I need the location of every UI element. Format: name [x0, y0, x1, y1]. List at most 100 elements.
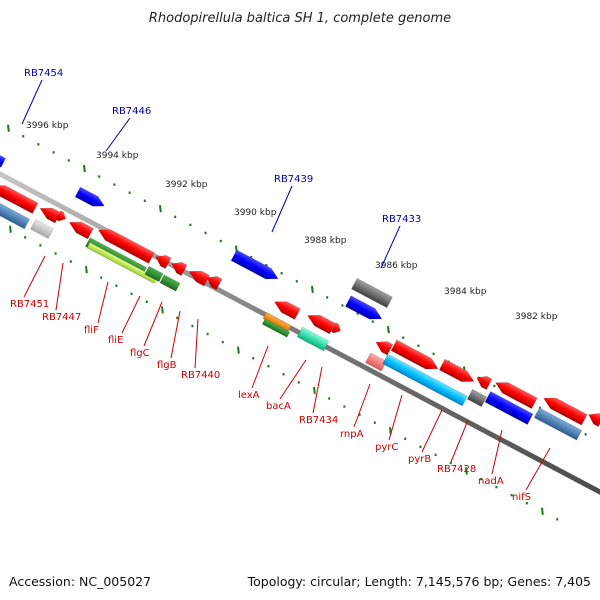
tick-mark — [161, 306, 164, 314]
leader-line — [105, 117, 131, 152]
gene-arrow-reverse — [390, 339, 439, 370]
gene-arrow-reverse — [0, 185, 39, 214]
reverse-gene-label: fliE — [108, 335, 123, 346]
gene-arrow-reverse — [188, 270, 210, 287]
gene-block-baca — [296, 326, 330, 352]
gene-block-nada — [533, 407, 583, 441]
reverse-gene-label: RB7428 — [437, 464, 476, 475]
reverse-gene-label: rnpA — [340, 429, 364, 440]
leader-line — [23, 255, 46, 298]
gene-block-rb7433 — [351, 277, 393, 309]
forward-gene-label: RB7439 — [274, 174, 313, 185]
gene-block-lexa — [261, 318, 291, 338]
leader-line — [279, 359, 307, 400]
tick-layer: 3996 kbp 3994 kbp 3992 kbp 3990 kbp 3988 kbp… — [7, 121, 587, 521]
tick-mark — [85, 265, 88, 274]
gene-arrow-reverse — [543, 397, 588, 426]
tick-mark — [311, 285, 314, 293]
leader-line — [251, 345, 269, 389]
leader-line — [143, 301, 163, 347]
gene-block-pyrb — [467, 389, 487, 407]
label-layer: RB7454 RB7446 RB7439 RB7433 RB7451 RB7447fliF… — [10, 68, 551, 503]
accession-text: Accession: NC_005027 — [9, 574, 152, 589]
reverse-gene-label: flgB — [157, 360, 177, 371]
gene-block-rb7451 — [0, 202, 30, 230]
gene-block-rb7447 — [30, 219, 54, 239]
reverse-gene-label: nifS — [512, 492, 531, 503]
tick-label: 3992 kbp — [165, 180, 208, 190]
tick-mark — [387, 326, 390, 334]
gene-arrow-reverse — [375, 341, 394, 356]
inner-tick-row — [9, 225, 559, 521]
tick-label: 3990 kbp — [234, 208, 277, 218]
gene-arrow-reverse — [588, 413, 600, 427]
leader-line — [312, 366, 323, 414]
leader-line — [421, 409, 443, 453]
leader-line — [121, 295, 141, 334]
tick-label: 3984 kbp — [444, 287, 487, 297]
tick-label: 3988 kbp — [304, 236, 347, 246]
genome-summary-text: Topology: circular; Length: 7,145,576 bp… — [247, 574, 591, 589]
forward-gene-label: RB7433 — [382, 214, 421, 225]
leader-line — [525, 447, 551, 491]
leader-line — [450, 419, 469, 463]
reverse-gene-label: nadA — [478, 476, 504, 487]
reverse-gene-label: flgC — [130, 348, 150, 359]
tick-mark — [83, 164, 86, 173]
leader-line — [21, 79, 43, 125]
reverse-gene-label: pyrC — [375, 442, 398, 453]
outer-tick-row — [7, 124, 587, 436]
tick-mark — [7, 124, 10, 132]
reverse-gene-label: RB7434 — [299, 415, 338, 426]
gene-arrow-reverse — [307, 314, 336, 335]
leader-line — [353, 383, 371, 428]
gene-arrow-rb7446 — [74, 186, 105, 207]
gene-block-flie — [86, 242, 158, 284]
gene-arrow-reverse — [495, 382, 538, 409]
tick-label: 3986 kbp — [375, 261, 418, 271]
leader-line — [380, 225, 401, 269]
leader-line — [55, 262, 64, 311]
gene-block-rb7428 — [484, 391, 534, 425]
feature-layer — [0, 152, 600, 441]
reverse-gene-label: bacA — [266, 401, 291, 412]
gene-arrow-reverse — [68, 221, 94, 240]
gene-arrow-small — [330, 322, 341, 334]
gene-arrow-reverse — [39, 207, 61, 224]
reverse-gene-label: fliF — [84, 325, 99, 336]
gene-arrow-small — [55, 210, 66, 222]
gene-block-rnpa — [365, 352, 387, 372]
forward-gene-label: RB7454 — [24, 68, 63, 79]
gene-block-flgb — [159, 274, 181, 292]
leader-line — [388, 394, 403, 441]
tick-label: 3982 kbp — [515, 312, 558, 322]
gene-arrow-reverse — [438, 358, 475, 382]
forward-gene-label: RB7446 — [112, 106, 151, 117]
tick-mark — [313, 386, 316, 395]
gene-arrow-reverse — [171, 262, 188, 276]
leader-line — [271, 185, 293, 233]
gene-block-flgc — [144, 265, 164, 283]
reverse-gene-label: pyrB — [408, 454, 431, 465]
tick-mark — [159, 205, 162, 213]
map-title: Rhodopirellula baltica SH 1, complete ge… — [149, 11, 451, 26]
leader-line — [170, 310, 181, 359]
tick-label: 3994 kbp — [96, 151, 139, 161]
tick-label: 3996 kbp — [26, 121, 69, 131]
leader-line — [194, 318, 199, 369]
gene-block-pyrc — [382, 353, 468, 407]
tick-mark — [465, 467, 468, 475]
leader-line — [97, 281, 109, 324]
gene-arrow-reverse — [274, 301, 301, 320]
gene-block-blue — [0, 152, 6, 168]
tick-mark — [541, 507, 544, 515]
gene-arrow-rb7439 — [230, 249, 279, 280]
tick-mark — [9, 225, 12, 233]
tick-mark — [237, 346, 240, 354]
reverse-gene-label: lexA — [238, 390, 260, 401]
gene-arrow-blue — [345, 295, 383, 320]
gene-arrow-reverse — [155, 255, 172, 269]
leader-line — [491, 429, 503, 475]
reverse-gene-label: RB7447 — [42, 312, 81, 323]
